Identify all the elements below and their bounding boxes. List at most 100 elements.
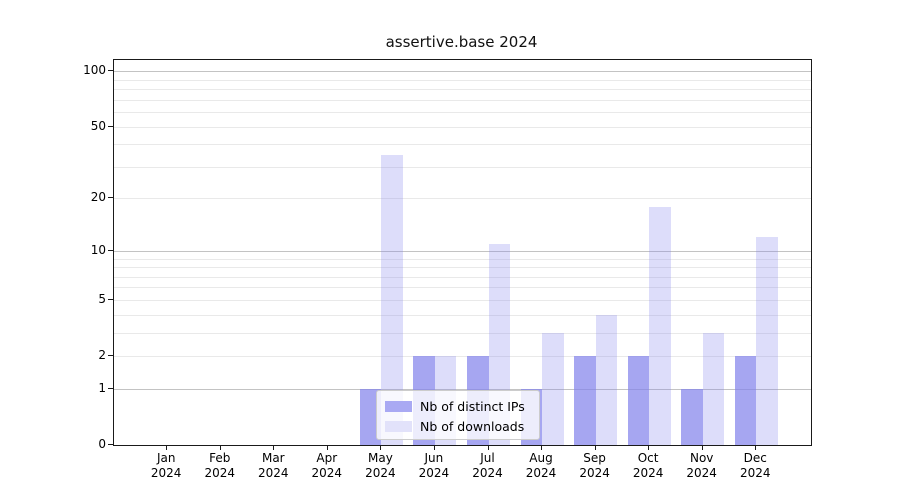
gridline-major — [114, 250, 811, 252]
gridline-minor — [114, 112, 811, 114]
y-tick-mark — [108, 125, 113, 127]
x-tick-label: Mar 2024 — [243, 451, 303, 481]
x-tick-month: Jul — [480, 451, 495, 465]
gridline-minor — [114, 356, 811, 357]
gridline-minor — [114, 287, 811, 289]
y-tick-label: 20 — [90, 190, 106, 205]
x-tick-mark — [487, 445, 489, 450]
x-tick-year: 2024 — [204, 466, 236, 480]
x-tick-mark — [273, 445, 275, 450]
x-tick-year: 2024 — [632, 466, 664, 480]
x-tick-year: 2024 — [740, 466, 771, 480]
x-tick-mark — [326, 445, 328, 450]
legend-item: Nb of distinct IPs — [385, 396, 531, 416]
x-tick-mark — [648, 445, 650, 450]
y-tick-label: 10 — [90, 242, 106, 257]
x-tick-label: Dec 2024 — [725, 451, 785, 481]
x-tick-month: Jun — [424, 451, 444, 465]
gridline-minor — [114, 267, 811, 268]
x-tick-year: 2024 — [365, 466, 396, 480]
gridline-major — [114, 71, 811, 73]
y-tick-mark — [108, 197, 113, 199]
legend-item: Nb of downloads — [385, 416, 531, 436]
bar-downloads — [756, 237, 778, 445]
bar-downloads — [595, 314, 618, 445]
x-tick-month: Jan — [156, 451, 176, 465]
gridline-minor — [114, 314, 811, 316]
x-tick-year: 2024 — [418, 466, 450, 480]
x-tick-mark — [433, 445, 435, 450]
x-tick-mark — [166, 445, 168, 450]
gridline-minor — [114, 99, 811, 101]
x-tick-year: 2024 — [311, 466, 343, 480]
x-tick-label: Jan 2024 — [136, 451, 196, 481]
y-tick-mark — [108, 249, 113, 251]
legend-label: Nb of distinct IPs — [420, 398, 525, 414]
gridline-minor — [114, 332, 811, 334]
x-tick-label: Sep 2024 — [565, 451, 625, 481]
x-tick-month: Oct — [637, 451, 659, 465]
x-tick-month: Aug — [529, 451, 553, 465]
x-tick-year: 2024 — [525, 466, 557, 480]
bar-distinct-ips — [574, 356, 596, 445]
x-tick-mark — [701, 445, 703, 450]
gridline-minor — [114, 79, 811, 81]
y-tick-label: 2 — [98, 348, 106, 362]
gridline-minor — [114, 89, 811, 91]
bar-distinct-ips — [734, 356, 757, 445]
x-tick-year: 2024 — [150, 466, 182, 480]
x-tick-label: Aug 2024 — [511, 451, 571, 481]
x-tick-mark — [541, 445, 542, 450]
x-tick-label: Apr 2024 — [297, 451, 357, 481]
legend-label: Nb of downloads — [420, 418, 525, 434]
x-tick-month: Mar — [261, 451, 285, 465]
legend: Nb of distinct IPs Nb of downloads — [376, 390, 540, 440]
x-tick-month: Feb — [209, 451, 231, 465]
chart-title: assertive.base 2024 — [385, 33, 538, 51]
bar-downloads — [381, 154, 403, 445]
x-tick-label: Nov 2024 — [672, 451, 732, 481]
x-tick-month: Apr — [316, 451, 338, 465]
x-tick-label: Jul 2024 — [458, 451, 518, 481]
x-tick-mark — [755, 445, 757, 450]
bar-distinct-ips — [627, 356, 650, 445]
y-tick-label: 0 — [98, 437, 106, 451]
y-tick-label: 1 — [98, 380, 106, 395]
legend-swatch — [385, 400, 412, 412]
gridline-major — [114, 388, 811, 390]
bar-downloads — [649, 206, 671, 445]
x-tick-month: Sep — [583, 451, 606, 465]
y-tick-mark — [108, 70, 113, 72]
y-tick-label: 50 — [90, 118, 106, 133]
gridline-minor — [114, 258, 811, 260]
x-tick-mark — [380, 445, 382, 450]
x-tick-label: May 2024 — [350, 451, 410, 481]
gridline-minor — [114, 166, 811, 168]
bar-downloads — [542, 332, 564, 445]
x-tick-label: Jun 2024 — [404, 451, 464, 481]
x-tick-year: 2024 — [472, 466, 503, 480]
x-tick-month: Nov — [689, 451, 714, 465]
gridline-minor — [114, 198, 811, 200]
y-tick-label: 5 — [98, 291, 106, 306]
x-tick-year: 2024 — [258, 466, 289, 480]
x-tick-month: May — [367, 451, 393, 465]
x-tick-label: Feb 2024 — [190, 451, 250, 481]
x-tick-year: 2024 — [686, 466, 717, 480]
bar-downloads — [702, 332, 725, 445]
legend-swatch — [385, 420, 412, 432]
y-tick-label: 100 — [83, 63, 106, 78]
y-tick-mark — [108, 298, 113, 300]
gridline-minor — [114, 126, 811, 128]
y-tick-mark — [108, 387, 113, 389]
gridline-minor — [114, 144, 811, 146]
bar-distinct-ips — [681, 388, 703, 445]
y-tick-mark — [108, 355, 113, 356]
plot-area: Nb of distinct IPs Nb of downloads — [113, 59, 812, 446]
x-tick-month: Dec — [743, 451, 767, 465]
gridline-minor — [114, 299, 811, 301]
gridline-minor — [114, 276, 811, 278]
x-tick-year: 2024 — [579, 466, 610, 480]
x-tick-mark — [594, 445, 596, 450]
